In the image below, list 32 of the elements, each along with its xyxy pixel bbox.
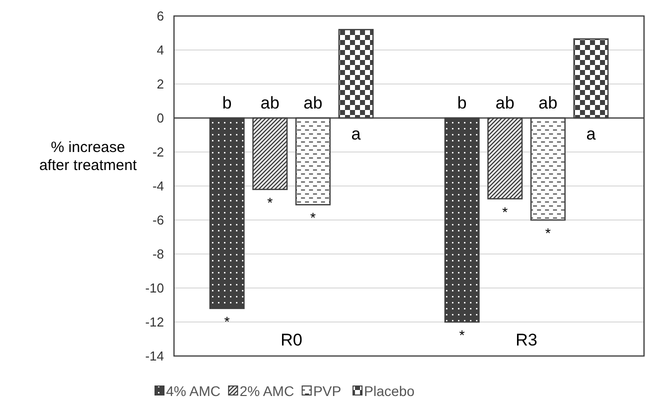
y-axis-title: % increase after treatment [39,139,138,174]
annotation: ab [304,94,322,112]
annotation: b [222,94,232,112]
annotation: ab [496,94,514,112]
y-tick-label: 2 [156,76,164,92]
y-tick-label: -10 [145,280,164,296]
y-tick-label: -6 [152,212,164,228]
annotation: * [502,204,508,220]
annotation: * [545,225,552,241]
y-tick-label: -4 [152,178,164,194]
y-tick-label: 4 [156,42,164,58]
annotation: * [224,313,230,330]
legend-label: PVP [313,383,342,399]
y-tick-label: -12 [145,314,164,330]
legend-label: 4% AMC [166,383,220,399]
y-tick-label: 0 [156,110,164,126]
x-tick-label: R3 [516,330,538,350]
y-tick-label: 6 [156,8,164,24]
y-tick-label: -14 [145,348,164,364]
annotation: b [457,94,467,112]
annotation: * [267,194,274,210]
legend-label: Placebo [364,383,415,399]
annotation: * [459,327,466,343]
y-tick-label: -8 [152,246,164,262]
x-tick-label: R0 [280,330,302,350]
annotation: * [310,210,316,226]
annotation: ab [260,94,280,112]
annotation: ab [538,94,558,112]
annotation: a [586,124,596,144]
legend-label: 2% AMC [240,383,294,399]
annotation: a [351,124,362,144]
y-tick-label: -2 [152,144,164,160]
